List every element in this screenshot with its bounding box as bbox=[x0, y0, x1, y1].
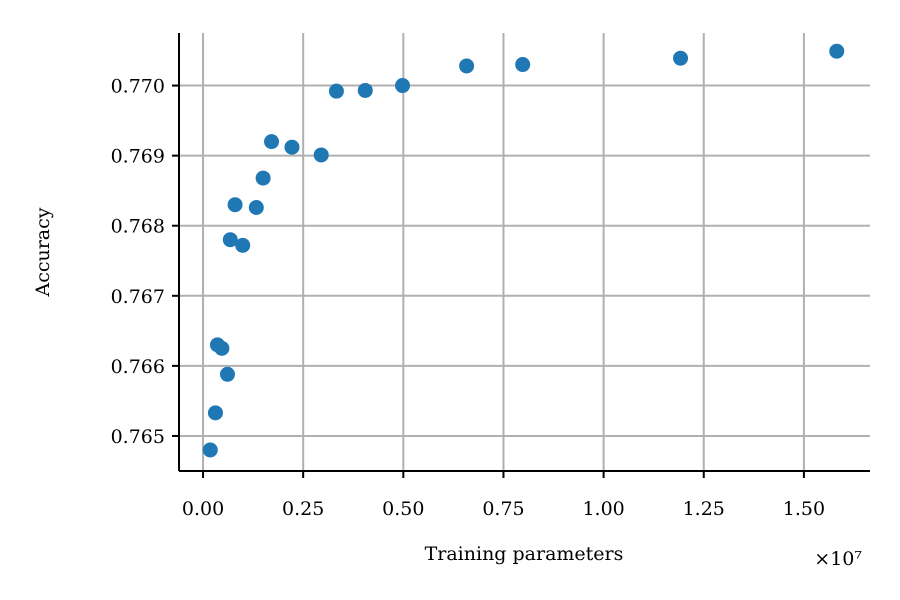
y-tick-label: 0.770 bbox=[111, 76, 165, 98]
x-tick-label: 1.25 bbox=[683, 498, 725, 520]
data-point bbox=[214, 340, 230, 356]
y-tick-label: 0.765 bbox=[111, 426, 165, 448]
y-tick-label: 0.769 bbox=[111, 146, 165, 168]
data-point bbox=[235, 237, 251, 253]
data-point bbox=[459, 58, 475, 74]
data-point bbox=[395, 78, 411, 94]
data-point bbox=[264, 134, 280, 150]
data-point bbox=[202, 442, 218, 458]
data-point bbox=[255, 170, 271, 186]
x-tick-label: 1.50 bbox=[783, 498, 825, 520]
y-tick-label: 0.766 bbox=[111, 356, 165, 378]
axes bbox=[178, 33, 870, 472]
data-point bbox=[248, 199, 264, 215]
data-point bbox=[515, 57, 531, 73]
y-tick-label: 0.767 bbox=[111, 286, 165, 308]
data-point bbox=[673, 50, 689, 66]
x-tick-label: 0.25 bbox=[282, 498, 324, 520]
x-ticks: 0.00 0.25 0.50 0.75 1.00 1.25 1.50 bbox=[182, 471, 825, 520]
grid-lines bbox=[179, 33, 870, 471]
data-points bbox=[202, 43, 845, 458]
x-tick-label: 1.00 bbox=[582, 498, 624, 520]
data-point bbox=[222, 232, 238, 248]
x-tick-label: 0.50 bbox=[382, 498, 424, 520]
x-tick-label: 0.75 bbox=[482, 498, 524, 520]
data-point bbox=[284, 139, 300, 155]
x-tick-label: 0.00 bbox=[182, 498, 224, 520]
y-axis-label: Accuracy bbox=[32, 207, 54, 297]
data-point bbox=[219, 366, 235, 382]
data-point bbox=[227, 197, 243, 213]
data-point bbox=[328, 83, 344, 99]
x-axis-label: Training parameters bbox=[425, 543, 624, 565]
data-point bbox=[829, 43, 845, 59]
data-point bbox=[207, 405, 223, 421]
y-tick-label: 0.768 bbox=[111, 216, 165, 238]
data-point bbox=[357, 82, 373, 98]
x-offset-label: ×10⁷ bbox=[814, 548, 862, 570]
data-point bbox=[313, 147, 329, 163]
y-ticks: 0.765 0.766 0.767 0.768 0.769 0.770 bbox=[111, 76, 179, 448]
